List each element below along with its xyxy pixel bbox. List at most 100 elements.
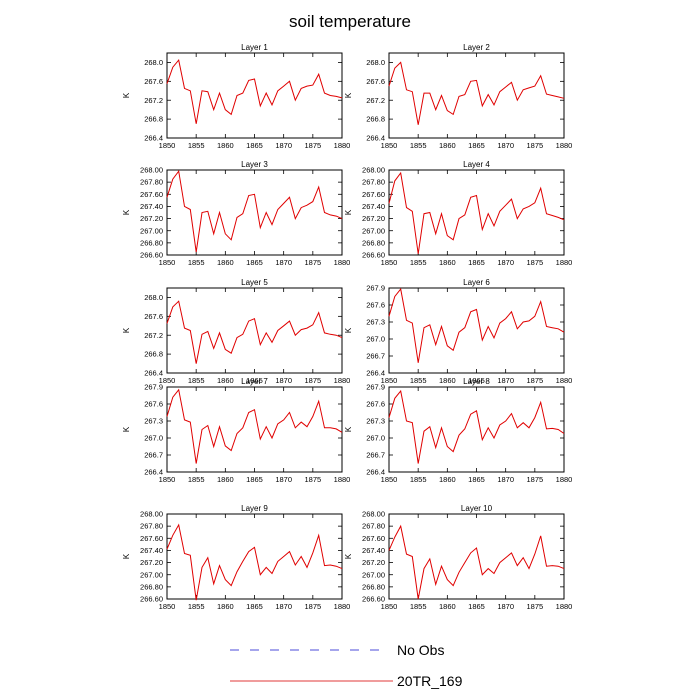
y-tick-label: 267.80 — [362, 178, 385, 187]
x-tick-label: 1880 — [556, 258, 573, 267]
y-tick-label: 267.00 — [362, 226, 385, 235]
y-tick-label: 267.80 — [362, 522, 385, 531]
y-tick-label: 267.3 — [366, 417, 385, 426]
series-line — [166, 169, 343, 253]
y-tick-label: 266.7 — [144, 451, 163, 460]
x-tick-label: 1875 — [526, 141, 543, 150]
x-tick-label: 1870 — [497, 602, 514, 611]
y-tick-label: 267.60 — [140, 190, 163, 199]
panel-title: Layer 7 — [241, 377, 268, 386]
x-tick-label: 1875 — [526, 475, 543, 484]
x-tick-label: 1860 — [217, 258, 234, 267]
x-tick-label: 1860 — [439, 475, 456, 484]
y-tick-label: 268.0 — [366, 58, 385, 67]
x-tick-label: 1855 — [410, 376, 427, 385]
x-tick-label: 1860 — [439, 376, 456, 385]
y-tick-label: 266.60 — [140, 251, 163, 260]
series-line — [388, 171, 565, 254]
plot-frame — [166, 169, 343, 256]
y-tick-label: 267.6 — [144, 400, 163, 409]
y-tick-label: 266.8 — [144, 350, 163, 359]
y-tick-label: 267.3 — [144, 417, 163, 426]
y-tick-label: 266.4 — [144, 468, 163, 477]
series-line — [388, 287, 565, 363]
x-tick-label: 1870 — [275, 475, 292, 484]
panel-title: Layer 9 — [241, 504, 268, 513]
plot-frame — [388, 169, 565, 256]
x-tick-label: 1850 — [159, 475, 176, 484]
x-tick-label: 1850 — [381, 141, 398, 150]
x-tick-label: 1860 — [439, 602, 456, 611]
y-tick-label: 267.00 — [140, 226, 163, 235]
x-tick-label: 1850 — [159, 141, 176, 150]
x-tick-label: 1865 — [246, 376, 263, 385]
panel-title: Layer 1 — [241, 43, 268, 52]
x-tick-label: 1865 — [468, 475, 485, 484]
y-tick-label: 266.8 — [144, 115, 163, 124]
y-tick-label: 266.4 — [366, 468, 385, 477]
y-tick-label: 268.00 — [362, 166, 385, 175]
x-tick-label: 1865 — [468, 258, 485, 267]
x-tick-label: 1875 — [526, 258, 543, 267]
panel-title: Layer 2 — [463, 43, 490, 52]
x-tick-label: 1850 — [381, 376, 398, 385]
plot-frame — [388, 386, 565, 473]
y-tick-label: 267.6 — [366, 301, 385, 310]
y-axis-label: K — [122, 426, 131, 432]
plot-frame — [166, 513, 343, 600]
panel-2: Layer 2 1850 1855 1860 1865 1870 1875 1880 266.4… — [344, 43, 572, 150]
x-tick-label: 1865 — [468, 141, 485, 150]
x-tick-label: 1860 — [439, 258, 456, 267]
x-tick-label: 1860 — [217, 602, 234, 611]
y-tick-label: 267.9 — [366, 383, 385, 392]
y-axis-label: K — [122, 553, 131, 559]
x-tick-label: 1880 — [334, 141, 351, 150]
x-tick-label: 1860 — [217, 141, 234, 150]
panel-grid: Layer 1 1850 1855 1860 1865 1870 1875 1880 266.4… — [122, 43, 572, 611]
x-tick-label: 1880 — [334, 602, 351, 611]
plot-frame — [388, 52, 565, 139]
series-line — [388, 61, 565, 125]
y-tick-label: 266.4 — [144, 134, 163, 143]
y-tick-label: 267.9 — [366, 284, 385, 293]
y-tick-label: 267.20 — [362, 558, 385, 567]
y-tick-label: 267.6 — [366, 77, 385, 86]
x-tick-label: 1880 — [556, 602, 573, 611]
x-tick-label: 1850 — [381, 258, 398, 267]
series-line — [166, 58, 343, 124]
x-tick-label: 1875 — [304, 475, 321, 484]
y-axis-label: K — [122, 327, 131, 333]
y-tick-label: 267.40 — [362, 202, 385, 211]
x-tick-label: 1880 — [556, 141, 573, 150]
panel-10: Layer 10 1850 1855 1860 1865 1870 1875 1880 266.… — [344, 504, 572, 611]
x-tick-label: 1855 — [188, 141, 205, 150]
y-tick-label: 267.60 — [362, 534, 385, 543]
x-tick-label: 1860 — [439, 141, 456, 150]
y-tick-label: 268.00 — [140, 166, 163, 175]
x-tick-label: 1880 — [556, 376, 573, 385]
panel-title: Layer 6 — [463, 278, 490, 287]
x-tick-label: 1850 — [159, 258, 176, 267]
panel-7: Layer 7 1850 1855 1860 1865 1870 1875 1880 266.4… — [122, 377, 350, 484]
x-tick-label: 1855 — [410, 602, 427, 611]
y-tick-label: 267.2 — [144, 331, 163, 340]
x-tick-label: 1855 — [188, 376, 205, 385]
panel-9: Layer 9 1850 1855 1860 1865 1870 1875 1880 266.6… — [122, 504, 350, 611]
x-tick-label: 1865 — [246, 258, 263, 267]
y-tick-label: 266.4 — [144, 369, 163, 378]
legend: No Obs 20TR_169 — [230, 642, 463, 689]
panel-3: Layer 3 1850 1855 1860 1865 1870 1875 1880 266.6… — [122, 160, 350, 267]
x-tick-label: 1880 — [556, 475, 573, 484]
y-axis-label: K — [122, 209, 131, 215]
x-tick-label: 1875 — [304, 258, 321, 267]
x-tick-label: 1850 — [159, 602, 176, 611]
y-tick-label: 266.60 — [362, 251, 385, 260]
panel-8: Layer 8 1850 1855 1860 1865 1870 1875 1880 266.4… — [344, 377, 572, 484]
x-tick-label: 1865 — [246, 475, 263, 484]
x-tick-label: 1875 — [304, 141, 321, 150]
x-tick-label: 1870 — [275, 602, 292, 611]
x-tick-label: 1855 — [188, 258, 205, 267]
y-tick-label: 267.40 — [362, 546, 385, 555]
y-tick-label: 267.6 — [366, 400, 385, 409]
x-tick-label: 1865 — [246, 141, 263, 150]
